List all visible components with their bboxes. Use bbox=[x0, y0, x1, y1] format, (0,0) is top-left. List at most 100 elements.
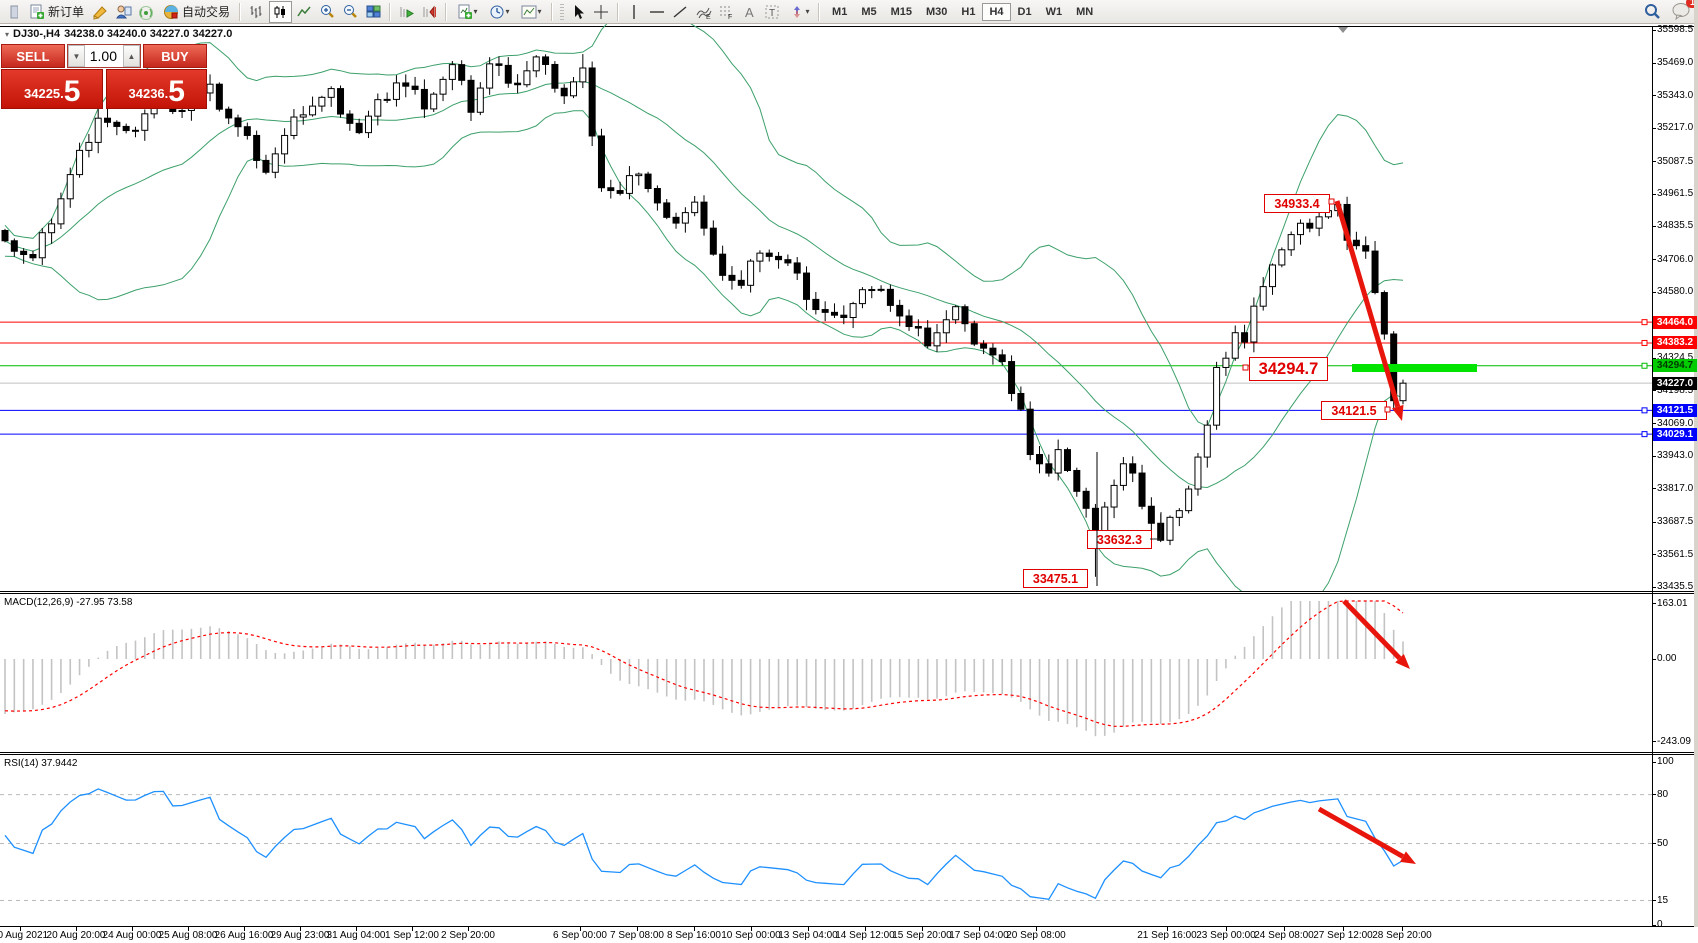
price-tick bbox=[1652, 554, 1656, 556]
zoom-in-icon[interactable] bbox=[317, 2, 338, 22]
bar-chart-type-icon[interactable] bbox=[246, 2, 267, 22]
svg-text:E: E bbox=[706, 14, 711, 20]
price-badge: 34121.5 bbox=[1653, 403, 1697, 417]
trendline-icon[interactable] bbox=[670, 2, 691, 22]
date-tick bbox=[1343, 927, 1344, 931]
text-icon[interactable]: A bbox=[739, 2, 760, 22]
toolbar: 新订单 自动交易 bbox=[0, 0, 1698, 24]
svg-text:F: F bbox=[728, 14, 732, 20]
volume-down-button[interactable]: ▼ bbox=[68, 45, 85, 67]
timeframe-M5[interactable]: M5 bbox=[861, 5, 877, 18]
tile-windows-icon[interactable] bbox=[363, 2, 384, 22]
horizontal-line-icon[interactable] bbox=[647, 2, 668, 22]
equidistant-channel-icon[interactable]: E bbox=[693, 2, 714, 22]
price-tick bbox=[1652, 62, 1656, 64]
date-label: 13 Sep 04:00 bbox=[778, 930, 838, 941]
timeframe-H1[interactable]: H1 bbox=[961, 5, 976, 18]
date-label: 2 Sep 20:00 bbox=[441, 930, 495, 941]
new-order-label: 新订单 bbox=[48, 5, 85, 19]
volume-up-button[interactable]: ▲ bbox=[123, 45, 140, 67]
timeframe-H4[interactable]: H4 bbox=[982, 2, 1011, 21]
new-order-button[interactable]: 新订单 bbox=[25, 2, 88, 22]
date-label: 15 Sep 20:00 bbox=[892, 930, 952, 941]
price-tick-label: 34580.0 bbox=[1657, 286, 1694, 298]
auto-trading-button[interactable]: 自动交易 bbox=[159, 2, 234, 22]
date-tick bbox=[356, 927, 357, 931]
date-tick bbox=[20, 927, 21, 931]
price-annotation: 34121.5 bbox=[1321, 401, 1387, 420]
date-label: 31 Aug 04:00 bbox=[326, 930, 386, 941]
price-tick bbox=[1652, 95, 1656, 97]
date-label: 20 Sep 08:00 bbox=[1006, 930, 1066, 941]
price-chart-canvas[interactable] bbox=[0, 24, 1652, 591]
buy-price[interactable]: 34236. 5 bbox=[105, 69, 207, 109]
arrows-dropdown[interactable]: ▾ bbox=[785, 2, 813, 22]
date-label: 17 Sep 04:00 bbox=[949, 930, 1009, 941]
vertical-line-icon[interactable] bbox=[624, 2, 645, 22]
macd-axis-label: 163.01 bbox=[1657, 597, 1688, 609]
price-tick-label: 35598.5 bbox=[1657, 24, 1694, 35]
date-tick bbox=[300, 927, 301, 931]
price-tick bbox=[1652, 29, 1656, 31]
price-tick-label: 33561.5 bbox=[1657, 548, 1694, 560]
price-tick bbox=[1652, 586, 1656, 588]
price-tick bbox=[1652, 127, 1656, 129]
symbol-period: DJ30-,H4 bbox=[13, 28, 61, 40]
signal-icon[interactable] bbox=[136, 2, 157, 22]
date-label: 28 Sep 20:00 bbox=[1372, 930, 1432, 941]
macd-indicator-canvas[interactable] bbox=[0, 594, 1652, 752]
date-label: 24 Aug 00:00 bbox=[102, 930, 162, 941]
date-label: 10 Sep 00:00 bbox=[721, 930, 781, 941]
date-tick bbox=[76, 927, 77, 931]
new-chart-dropdown[interactable]: ▾ bbox=[452, 2, 482, 22]
date-label: 20 Aug 2021 bbox=[0, 930, 49, 941]
chart-shift-icon[interactable] bbox=[419, 2, 440, 22]
timeframe-M1[interactable]: M1 bbox=[832, 5, 848, 18]
price-tick bbox=[1652, 259, 1656, 261]
candlestick-type-icon[interactable] bbox=[269, 0, 293, 23]
clipped-icon[interactable] bbox=[2, 2, 23, 22]
price-annotation: 34933.4 bbox=[1264, 194, 1330, 213]
macd-label: MACD(12,26,9) -27.95 73.58 bbox=[4, 597, 133, 608]
timeframe-M30[interactable]: M30 bbox=[926, 5, 948, 18]
crosshair-icon[interactable] bbox=[591, 2, 612, 22]
date-label: 14 Sep 12:00 bbox=[835, 930, 895, 941]
auto-trading-icon bbox=[164, 4, 179, 19]
date-tick bbox=[1226, 927, 1227, 931]
timeframe-W1[interactable]: W1 bbox=[1045, 5, 1063, 18]
chart-shift-marker[interactable] bbox=[1338, 27, 1348, 33]
price-tick-label: 34324.5 bbox=[1657, 352, 1694, 364]
auto-scroll-icon[interactable] bbox=[396, 2, 417, 22]
text-label-icon[interactable]: T bbox=[762, 2, 783, 22]
price-annotation: 34294.7 bbox=[1249, 357, 1328, 381]
chat-badge: 1 bbox=[1685, 0, 1698, 8]
oneclick-collapse-icon[interactable]: ▾ bbox=[5, 29, 10, 39]
chat-icon[interactable]: 1 bbox=[1668, 0, 1698, 21]
sell-price[interactable]: 34225. 5 bbox=[1, 69, 103, 109]
sell-button[interactable]: SELL bbox=[1, 44, 65, 68]
date-tick bbox=[751, 927, 752, 931]
buy-button[interactable]: BUY bbox=[143, 44, 207, 68]
period-dropdown[interactable]: ▾ bbox=[484, 2, 514, 22]
date-tick bbox=[1402, 927, 1403, 931]
rsi-axis-label: 100 bbox=[1657, 756, 1674, 767]
price-badge: 34029.1 bbox=[1653, 427, 1697, 441]
publisher-icon[interactable] bbox=[113, 2, 134, 22]
timeframe-MN[interactable]: MN bbox=[1076, 5, 1094, 18]
rsi-indicator-canvas[interactable] bbox=[0, 756, 1652, 926]
zoom-out-icon[interactable] bbox=[340, 2, 361, 22]
template-dropdown[interactable]: ▾ bbox=[516, 2, 546, 22]
cursor-icon[interactable] bbox=[568, 2, 589, 22]
price-tick bbox=[1652, 357, 1656, 359]
volume-value[interactable]: 1.00 bbox=[89, 48, 117, 64]
search-icon[interactable] bbox=[1641, 1, 1662, 21]
date-tick bbox=[1167, 927, 1168, 931]
timeframe-M15[interactable]: M15 bbox=[890, 5, 912, 18]
date-tick bbox=[580, 927, 581, 931]
price-tick-label: 35087.5 bbox=[1657, 155, 1694, 167]
fibonacci-icon[interactable]: F bbox=[716, 2, 737, 22]
highlighter-icon[interactable] bbox=[90, 2, 111, 22]
line-chart-type-icon[interactable] bbox=[294, 2, 315, 22]
date-label: 20 Aug 20:00 bbox=[46, 930, 106, 941]
timeframe-D1[interactable]: D1 bbox=[1017, 5, 1032, 18]
